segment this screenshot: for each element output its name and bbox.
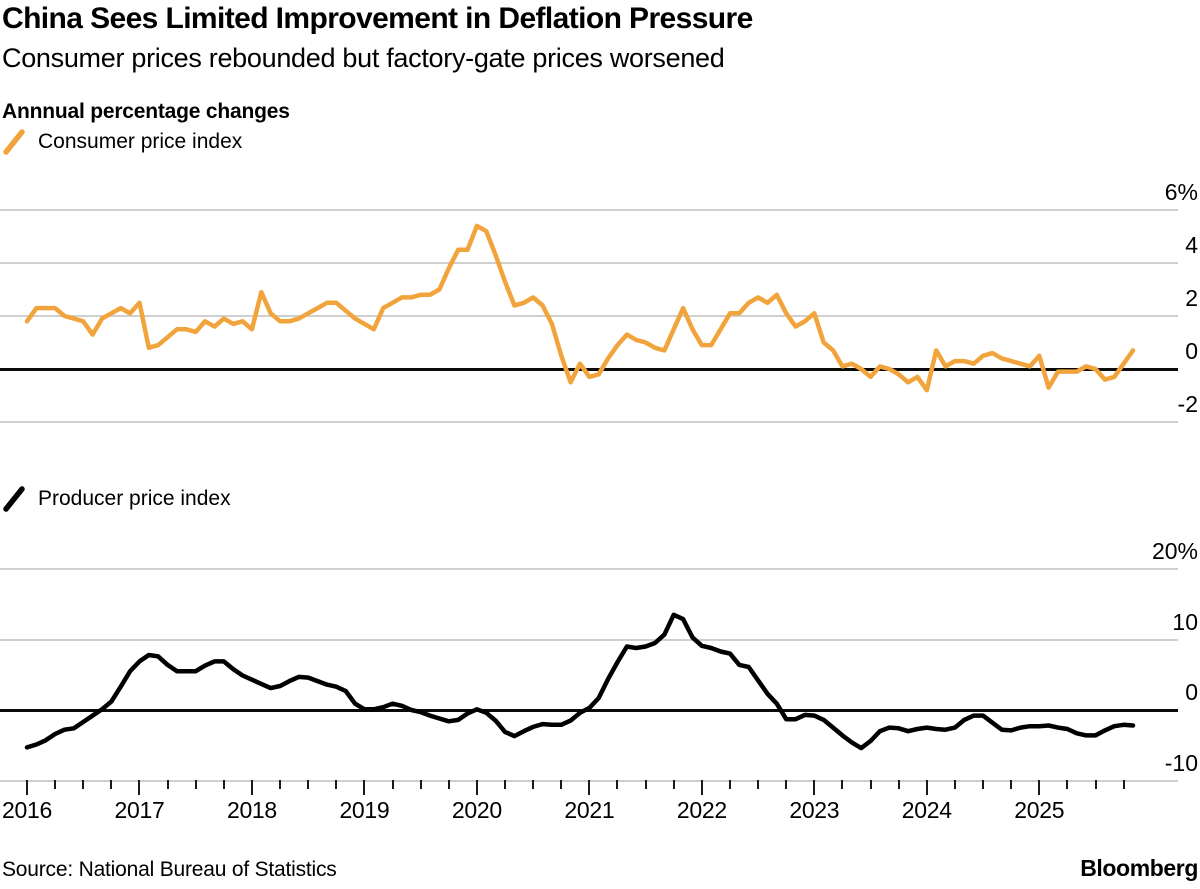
x-axis-year-label: 2020 xyxy=(451,797,502,823)
gridline xyxy=(0,209,1178,211)
y-axis-tick-label: 10 xyxy=(1172,608,1198,635)
cpi-line-swatch-icon xyxy=(3,129,25,155)
x-axis: 2016 2017 2018 2019 2020 2021 2022 2023 2024 2025 xyxy=(0,780,1200,828)
y-axis-tick-label: -10 xyxy=(1164,749,1198,776)
x-tick-quarter xyxy=(307,780,310,789)
x-tick-quarter xyxy=(1094,780,1097,789)
x-tick-quarter xyxy=(982,780,985,789)
x-tick-quarter xyxy=(166,780,169,789)
zero-baseline xyxy=(0,368,1178,371)
x-tick-year xyxy=(26,780,28,795)
x-tick-quarter xyxy=(194,780,197,789)
x-tick-quarter xyxy=(335,780,338,789)
x-axis-year-label: 2021 xyxy=(564,797,615,823)
x-tick-year xyxy=(588,780,591,795)
x-tick-quarter xyxy=(841,780,844,789)
y-axis-tick-label: 6% xyxy=(1164,179,1198,205)
x-tick-quarter xyxy=(504,780,507,789)
x-axis-year-label: 2025 xyxy=(1014,797,1065,823)
x-tick-quarter xyxy=(869,780,872,789)
x-tick-quarter xyxy=(447,780,450,789)
y-axis-tick-label: 20% xyxy=(1151,538,1198,564)
chart-cpi-line-path xyxy=(24,223,1136,393)
producer-price-index-chart: 20% 10 0 -10 xyxy=(0,527,1200,789)
gridline xyxy=(0,421,1178,423)
y-axis-tick-label: 0 xyxy=(1185,338,1198,364)
x-axis-year-label: 2017 xyxy=(114,797,165,823)
x-axis-year-label: 2016 xyxy=(2,797,52,823)
gridline xyxy=(0,315,1178,317)
y-axis-tick-label: 2 xyxy=(1185,285,1198,311)
legend-ppi-label: Producer price index xyxy=(38,487,231,510)
x-tick-quarter xyxy=(222,780,225,789)
x-tick-quarter xyxy=(560,780,563,789)
y-axis-tick-label: -2 xyxy=(1177,391,1198,417)
x-tick-quarter xyxy=(616,780,619,789)
x-tick-year xyxy=(363,780,366,795)
y-axis-tick-label: 4 xyxy=(1185,232,1198,258)
chart-cpi-series-svg xyxy=(24,223,1136,393)
legend-producer-price-index: Producer price index xyxy=(2,486,231,512)
chart-ppi-series-svg xyxy=(24,612,1136,751)
y-axis-tick-label: 0 xyxy=(1185,679,1198,705)
x-tick-quarter xyxy=(391,780,394,789)
x-tick-quarter xyxy=(953,780,956,789)
x-tick-quarter xyxy=(897,780,900,789)
source-note: Source: National Bureau of Statistics xyxy=(2,858,337,881)
x-tick-year xyxy=(1038,780,1041,795)
x-tick-year xyxy=(138,780,141,795)
x-tick-year xyxy=(700,780,703,795)
x-tick-quarter xyxy=(728,780,731,789)
x-tick-quarter xyxy=(785,780,788,789)
x-tick-quarter xyxy=(1122,780,1125,789)
ppi-line-swatch-icon xyxy=(3,486,25,512)
x-axis-year-label: 2019 xyxy=(339,797,390,823)
axis-units-label: Annnual percentage changes xyxy=(2,100,290,123)
gridline xyxy=(0,568,1178,570)
x-tick-quarter xyxy=(419,780,422,789)
gridline xyxy=(0,262,1178,264)
x-tick-quarter xyxy=(644,780,647,789)
x-tick-quarter xyxy=(82,780,85,789)
x-tick-quarter xyxy=(1010,780,1013,789)
x-tick-year xyxy=(813,780,816,795)
x-tick-quarter xyxy=(672,780,675,789)
x-tick-quarter xyxy=(110,780,113,789)
x-axis-year-label: 2023 xyxy=(789,797,840,823)
x-tick-quarter xyxy=(279,780,282,789)
x-axis-year-label: 2018 xyxy=(226,797,277,823)
legend-consumer-price-index: Consumer price index xyxy=(2,129,242,155)
x-tick-year xyxy=(475,780,478,795)
x-tick-year xyxy=(250,780,253,795)
x-axis-year-label: 2022 xyxy=(676,797,727,823)
consumer-price-index-chart: 6% 4 2 0 -2 xyxy=(0,170,1200,440)
x-tick-quarter xyxy=(54,780,57,789)
legend-cpi-label: Consumer price index xyxy=(38,130,243,153)
page-title: China Sees Limited Improvement in Deflat… xyxy=(2,2,753,35)
page-subtitle: Consumer prices rebounded but factory-ga… xyxy=(2,43,725,73)
x-tick-quarter xyxy=(532,780,535,789)
chart-ppi-line-path xyxy=(24,612,1136,751)
x-tick-quarter xyxy=(1066,780,1069,789)
x-tick-year xyxy=(925,780,928,795)
x-tick-quarter xyxy=(757,780,760,789)
x-axis-year-label: 2024 xyxy=(901,797,952,823)
gridline xyxy=(0,638,1178,641)
bloomberg-logo: Bloomberg xyxy=(1080,855,1198,881)
